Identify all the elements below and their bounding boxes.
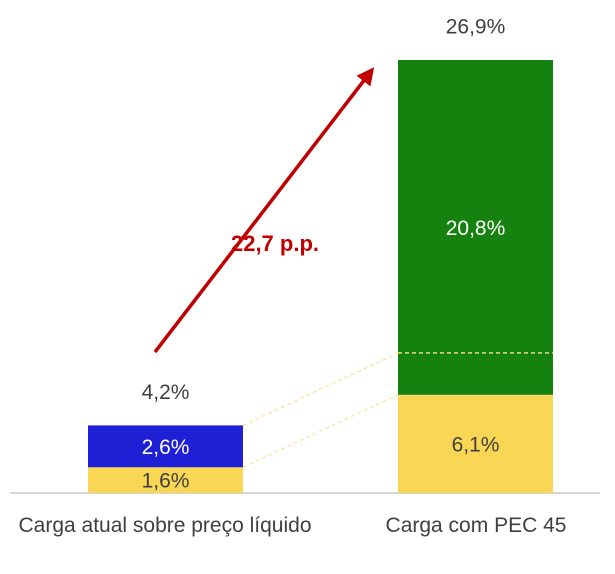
annotation: 22,7 p.p.: [231, 231, 319, 256]
x-tick-label: Carga atual sobre preço líquido: [18, 514, 312, 537]
connector: [242, 394, 399, 468]
x-tick-label: Carga com PEC 45: [385, 514, 567, 537]
bar-segment: [398, 60, 553, 395]
value-label: 2,6%: [142, 436, 190, 459]
total-label: 4,2%: [142, 381, 190, 404]
value-label: 6,1%: [452, 433, 500, 456]
connector: [242, 352, 399, 426]
value-label: 1,6%: [142, 470, 190, 493]
value-label: 20,8%: [446, 217, 506, 240]
arrow: [153, 67, 375, 354]
total-label: 26,9%: [446, 16, 506, 39]
bar-segment: [398, 394, 553, 493]
bar-segment: [88, 425, 243, 468]
bar-segment: [88, 467, 243, 493]
